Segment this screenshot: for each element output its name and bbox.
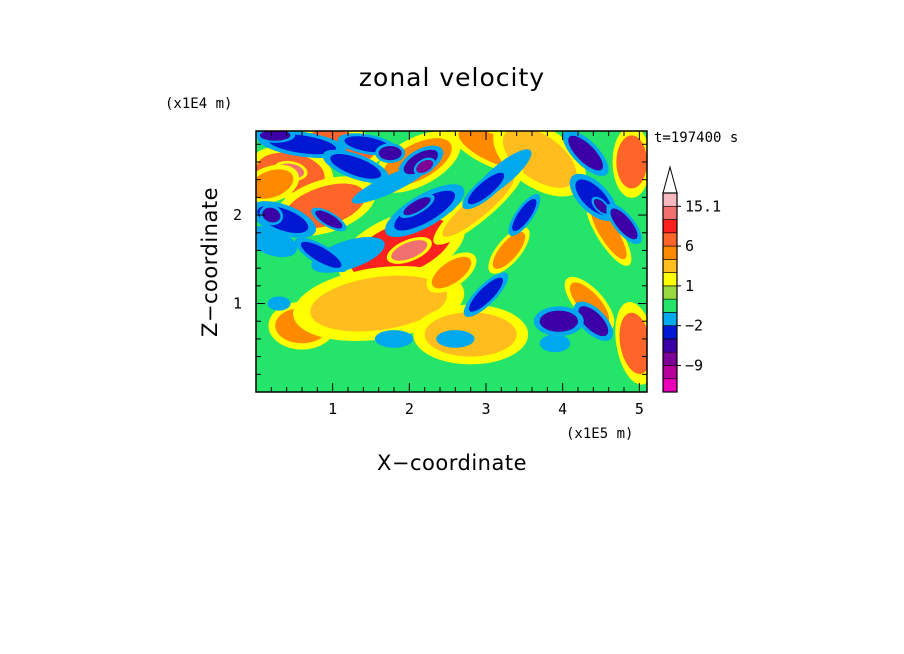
colorbar-band bbox=[662, 219, 678, 234]
feature-blob bbox=[512, 198, 537, 232]
x-tick-label: 2 bbox=[405, 400, 414, 418]
colorbar-frame bbox=[662, 192, 678, 393]
colorbar-band bbox=[662, 245, 678, 260]
feature-blob bbox=[610, 208, 638, 240]
x-tick-label: 3 bbox=[481, 400, 490, 418]
feature-blob bbox=[593, 198, 609, 214]
feature-blob bbox=[431, 256, 472, 289]
x-tick-label: 4 bbox=[558, 400, 567, 418]
feature-blob bbox=[619, 312, 647, 374]
feature-blob bbox=[436, 330, 475, 348]
feature-blob bbox=[267, 296, 291, 311]
colorbar-band bbox=[662, 232, 678, 247]
feature-blob bbox=[616, 135, 647, 189]
colorbar: 15.1 6 1 −2 −9 bbox=[662, 165, 721, 393]
feature-blob bbox=[578, 306, 609, 337]
colorbar-band bbox=[662, 285, 678, 300]
x-axis-label: X−coordinate bbox=[377, 451, 527, 475]
x-tick-label: 1 bbox=[328, 400, 337, 418]
colorbar-band bbox=[662, 312, 678, 326]
feature-blob bbox=[330, 154, 382, 179]
colorbar-band bbox=[662, 259, 678, 273]
plot-frame bbox=[255, 130, 648, 393]
feature-blob bbox=[539, 334, 571, 353]
feature-blob bbox=[467, 172, 505, 205]
colorbar-band bbox=[662, 272, 678, 287]
feature-blob bbox=[590, 206, 627, 260]
feature-blob bbox=[394, 190, 456, 231]
colorbar-label: 1 bbox=[685, 277, 694, 295]
y-tick-label: 1 bbox=[233, 295, 242, 313]
plot-axes: 1 2 3 4 5 1 2 bbox=[233, 130, 648, 418]
colorbar-label: −2 bbox=[685, 317, 703, 335]
colorbar-band bbox=[662, 192, 678, 207]
feature-blob bbox=[391, 240, 428, 261]
feature-blob bbox=[416, 159, 434, 173]
feature-blob bbox=[259, 131, 291, 141]
x-unit-label: (x1E5 m) bbox=[566, 426, 633, 442]
x-tick-label: 5 bbox=[635, 400, 644, 418]
feature-blob bbox=[300, 241, 342, 268]
feature-blob bbox=[315, 210, 343, 229]
feature-blob bbox=[539, 310, 578, 332]
colorbar-band bbox=[662, 298, 678, 313]
feature-blob bbox=[568, 135, 604, 171]
feature-blob bbox=[468, 277, 504, 312]
feature-blob bbox=[492, 231, 526, 269]
feature-blob bbox=[310, 275, 448, 332]
feature-blob bbox=[256, 169, 294, 199]
y-axis-label: Z−coordinate bbox=[198, 187, 222, 337]
y-unit-label: (x1E4 m) bbox=[165, 96, 232, 112]
feature-blob bbox=[262, 207, 281, 223]
colorbar-extend-arrow bbox=[662, 165, 678, 194]
colorbar-band bbox=[662, 378, 678, 393]
colorbar-label: 6 bbox=[685, 237, 694, 255]
time-label: t=197400 s bbox=[654, 130, 738, 146]
colorbar-band bbox=[662, 351, 678, 366]
field-group bbox=[256, 131, 647, 392]
colorbar-label: −9 bbox=[685, 356, 703, 374]
feature-blob bbox=[374, 330, 414, 348]
contour-field bbox=[256, 131, 647, 392]
colorbar-band bbox=[662, 205, 678, 220]
feature-blob bbox=[378, 146, 402, 161]
y-tick-label: 2 bbox=[233, 206, 242, 224]
feature-blob bbox=[403, 197, 431, 216]
colorbar-band bbox=[662, 325, 678, 340]
chart-title: zonal velocity bbox=[359, 63, 545, 92]
colorbar-band bbox=[662, 365, 678, 380]
feature-blob bbox=[502, 131, 577, 188]
colorbar-band bbox=[662, 338, 678, 353]
colorbar-label: 15.1 bbox=[685, 197, 721, 215]
